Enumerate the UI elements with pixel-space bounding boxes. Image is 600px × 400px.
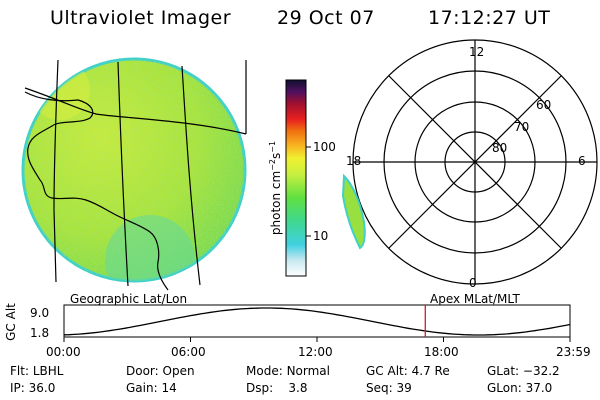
colorbar-tick-10: 10: [313, 229, 329, 243]
mlat-label-80: 80: [492, 141, 508, 155]
orbit-altitude-strip: [63, 304, 571, 342]
time-tick-4: 23:59: [556, 345, 591, 359]
geographic-grid: [24, 59, 247, 291]
status-mode: Mode: Normal: [246, 364, 330, 378]
colorbar-unit-label: photon cm−2s−1: [268, 108, 283, 268]
colorbar-tick-100: 100: [313, 140, 336, 154]
polar-aurora-patch: [341, 173, 366, 250]
instrument-title: Ultraviolet Imager: [50, 7, 232, 29]
status-dsp: Dsp: 3.8: [246, 381, 308, 395]
color-scale-bar: [285, 79, 311, 277]
geographic-label: Geographic Lat/Lon: [70, 292, 188, 306]
status-glat: GLat: −32.2: [487, 364, 560, 378]
status-flt: Flt: LBHL: [10, 364, 64, 378]
colorbar-unit-exp2: −1: [268, 140, 277, 153]
mlt-label-18: 18: [346, 154, 362, 168]
colorbar-unit-base: photon cm: [269, 170, 283, 236]
colorbar-unit-mid: s: [269, 152, 283, 159]
mlt-label-12: 12: [469, 45, 485, 59]
status-gain: Gain: 14: [126, 381, 177, 395]
time-label: 17:12:27 UT: [428, 7, 551, 29]
y-min-label: 1.8: [30, 326, 50, 340]
date-label: 29 Oct 07: [277, 7, 375, 29]
time-tick-3: 18:00: [424, 345, 459, 359]
y-max-label: 9.0: [30, 306, 50, 320]
status-glon: GLon: 37.0: [487, 381, 553, 395]
time-tick-2: 12:00: [298, 345, 333, 359]
mlat-label-60: 60: [536, 98, 552, 112]
gc-alt-axis-label: GC Alt: [3, 303, 18, 341]
polar-mlat-mlt-plot: [352, 39, 598, 285]
status-gc-alt: GC Alt: 4.7 Re: [366, 364, 450, 378]
time-tick-0: 00:00: [46, 345, 81, 359]
apex-label: Apex MLat/MLT: [430, 292, 520, 306]
status-ip: IP: 36.0: [10, 381, 56, 395]
mlat-label-70: 70: [514, 120, 530, 134]
status-door: Door: Open: [126, 364, 195, 378]
mlt-label-6: 6: [578, 154, 586, 168]
time-tick-1: 06:00: [171, 345, 206, 359]
colorbar-unit-exp1: −2: [268, 158, 277, 171]
status-seq: Seq: 39: [366, 381, 412, 395]
mlt-label-0: 0: [469, 276, 477, 290]
